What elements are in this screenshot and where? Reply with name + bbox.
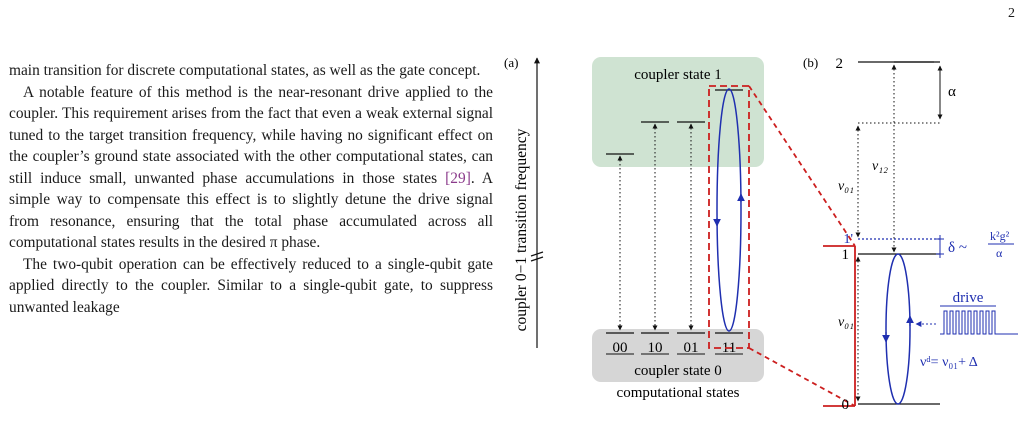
delta-denominator: α [996,246,1003,260]
figure: (a) coupler 0−1 transition frequency cou… [500,50,1020,410]
drive-label: drive [953,290,984,306]
frequency-axis-label: coupler 0−1 transition frequency [513,128,530,331]
level-0-label: 0 [842,397,850,410]
coupler-state-0-box [592,329,764,382]
axis-break-mark-1 [530,251,544,257]
paragraph-2-text-b: . A simple way to compensate this effect… [9,169,493,252]
level-2-label: 2 [836,56,844,72]
alpha-label: α [948,84,956,100]
delta-symbol: δ ~ [948,240,967,256]
panel-a-label: (a) [504,55,518,70]
drive-pulse-waveform [940,310,1018,335]
citation-link[interactable]: [29] [445,169,471,187]
body-text-column: main transition for discrete computation… [9,60,493,318]
drive-ellipse-a [716,88,742,332]
coupler-state-0-label: coupler state 0 [634,363,721,379]
paragraph-2: A notable feature of this method is the … [9,82,493,254]
drive-frequency-label: νᵈ= ν₀₁+ Δ [920,355,978,370]
level-1-prime-label: 1' [843,232,853,247]
page-number: 2 [1008,6,1015,21]
zoom-line-top [748,85,856,247]
coupler-state-1-label: coupler state 1 [634,67,721,83]
state-label-01: 01 [684,340,699,356]
state-label-10: 10 [648,340,663,356]
zoom-line-bottom [748,347,856,407]
state-label-00: 00 [613,340,628,356]
nu01-lower-label: ν₀₁ [838,315,854,330]
panel-b-label: (b) [803,55,818,70]
drive-ellipse-b [885,253,911,405]
axis-break-mark-2 [530,256,544,262]
paragraph-1: main transition for discrete computation… [9,62,481,79]
level-1-label: 1 [842,247,850,263]
nu01-upper-label: ν₀₁ [838,179,854,194]
paragraph-3: The two-qubit operation can be effective… [9,255,493,316]
nu12-label: ν₁₂ [872,159,888,174]
highlight-box-11 [708,85,750,349]
computational-states-caption: computational states [617,385,740,401]
paragraph-2-text-a: A notable feature of this method is the … [9,83,493,187]
delta-numerator: k²g² [990,229,1010,243]
coupler-state-1-box [592,57,764,167]
